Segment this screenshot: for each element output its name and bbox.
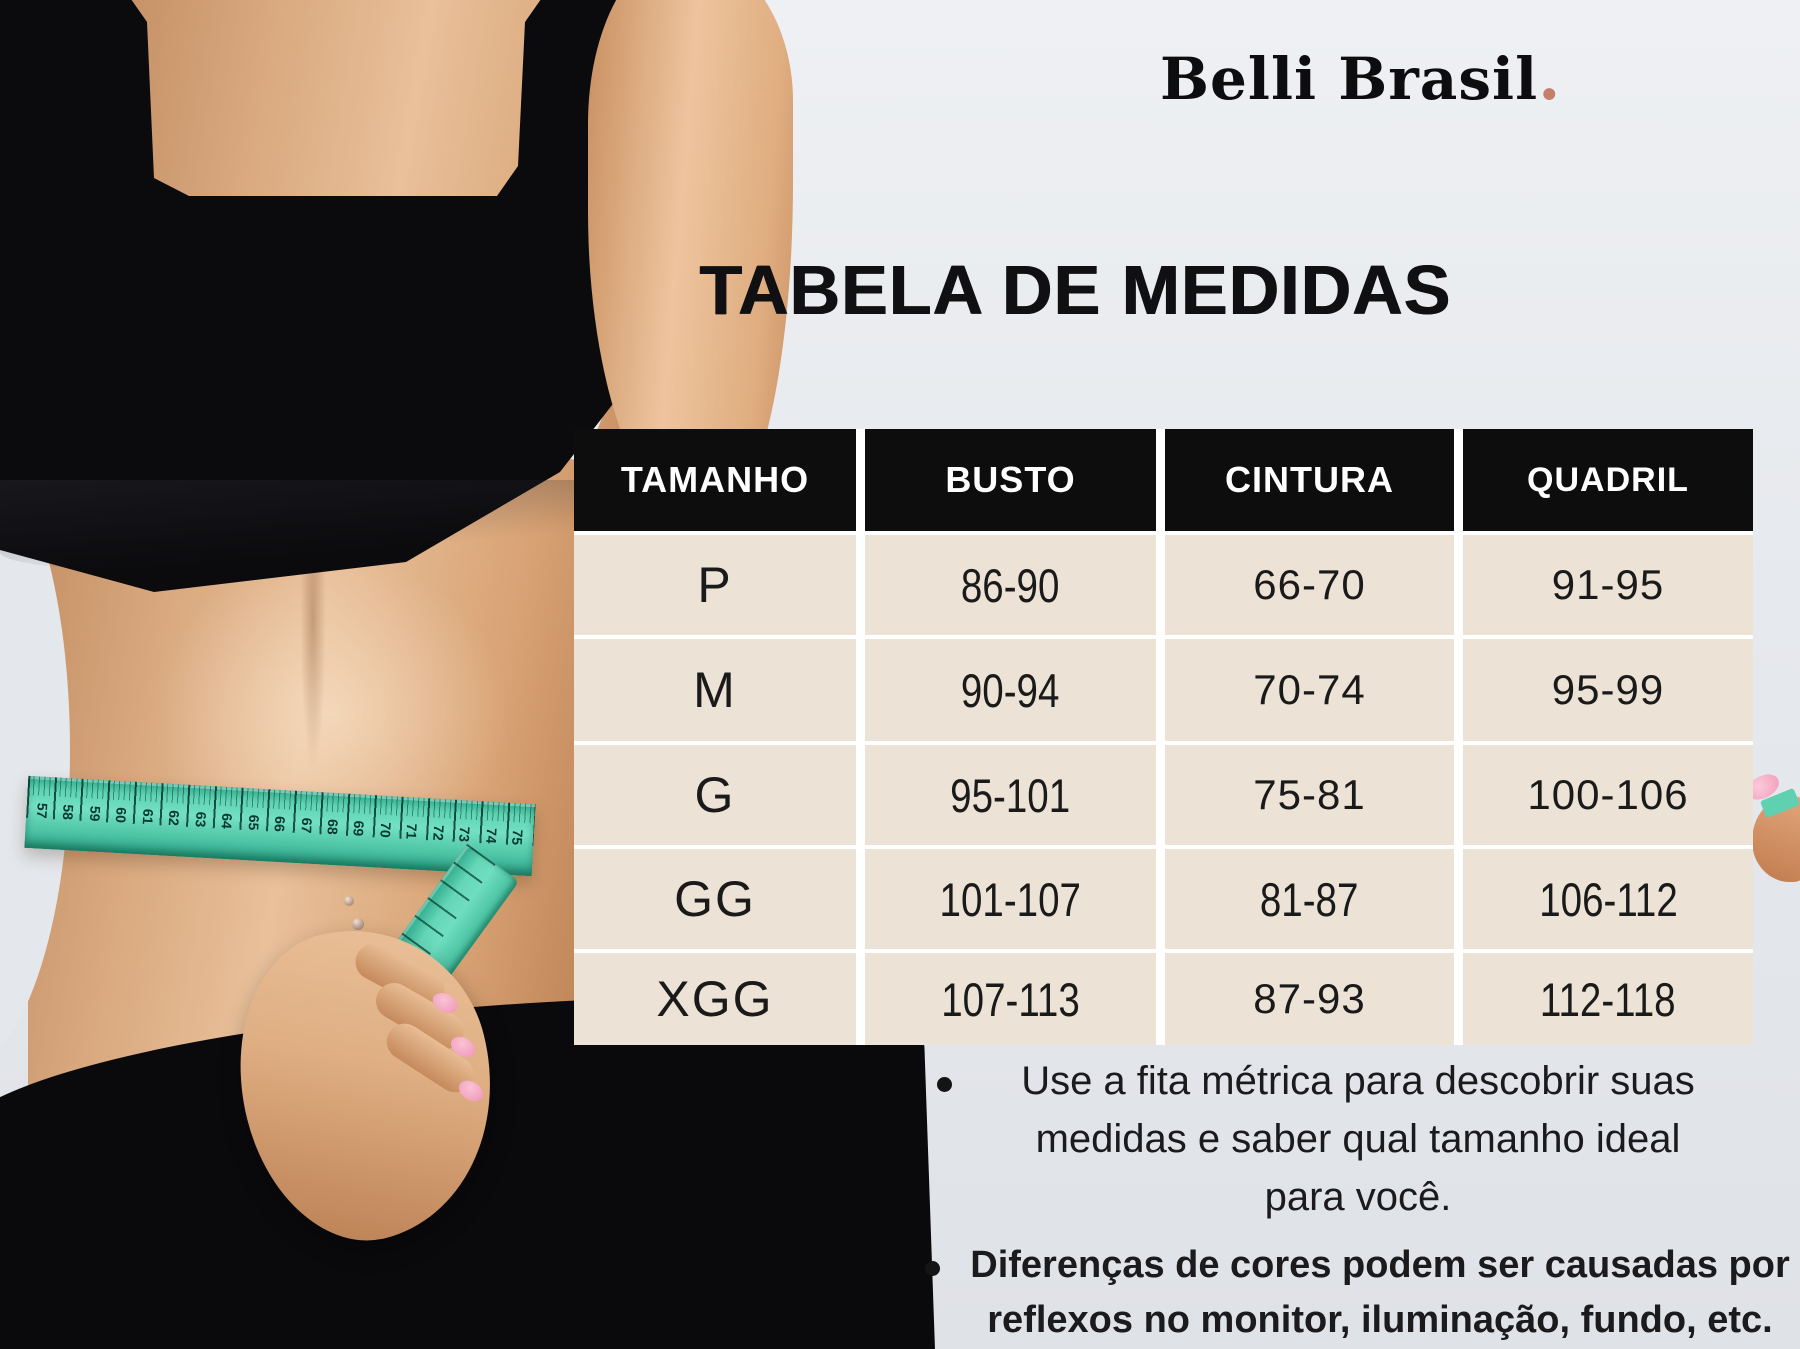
note-line: medidas e saber qual tamanho ideal xyxy=(1035,1117,1681,1161)
cell-busto-g: 95-101 xyxy=(865,745,1156,845)
cell-cintura-g: 75-81 xyxy=(1165,745,1454,845)
tape-number: 72 xyxy=(430,824,447,842)
bullet-icon xyxy=(937,1077,952,1092)
cell-tamanho-g: G xyxy=(574,745,856,845)
note-line: Diferenças de cores podem ser causadas p… xyxy=(970,1244,1790,1286)
tape-number: 70 xyxy=(377,821,395,839)
cell-quadril-m: 95-99 xyxy=(1463,639,1753,741)
cell-busto-p: 86-90 xyxy=(865,535,1156,635)
brand-logo-text: Belli Brasil xyxy=(1160,45,1539,113)
sports-top-hem xyxy=(0,480,640,570)
table-header-tamanho: TAMANHO xyxy=(574,429,856,531)
cell-busto-m: 90-94 xyxy=(865,639,1156,741)
note-line: Use a fita métrica para descobrir suas xyxy=(1021,1059,1695,1103)
tape-number: 74 xyxy=(482,827,500,845)
cell-quadril-g: 100-106 xyxy=(1463,745,1753,845)
tape-number: 64 xyxy=(218,812,236,830)
tape-numbers: 57 58 59 60 61 62 63 64 65 66 67 68 69 70 71 72 73 74 75 xyxy=(26,802,534,846)
tape-number: 71 xyxy=(403,823,421,840)
tape-number: 75 xyxy=(509,829,527,846)
tape-number: 67 xyxy=(297,817,315,834)
cell-cintura-m: 70-74 xyxy=(1165,639,1454,741)
tape-number: 60 xyxy=(113,806,130,824)
cell-tamanho-gg: GG xyxy=(574,849,856,949)
cell-busto-gg: 101-107 xyxy=(865,849,1156,949)
cell-cintura-gg: 81-87 xyxy=(1165,849,1454,949)
table-header-quadril: QUADRIL xyxy=(1463,429,1753,531)
cell-quadril-p: 91-95 xyxy=(1463,535,1753,635)
page-title: TABELA DE MEDIDAS xyxy=(699,251,1451,329)
cell-tamanho-xgg: XGG xyxy=(574,953,856,1045)
tape-number: 57 xyxy=(33,802,51,819)
tape-number: 58 xyxy=(60,803,78,821)
tape-number: 66 xyxy=(271,815,289,833)
piercing-ball xyxy=(352,918,364,930)
bullet-icon xyxy=(925,1261,940,1276)
cell-cintura-xgg: 87-93 xyxy=(1165,953,1454,1045)
table-header-cintura: CINTURA xyxy=(1165,429,1454,531)
tape-number: 63 xyxy=(192,811,210,828)
model-photo: 57 58 59 60 61 62 63 64 65 66 67 68 69 70 71 72 73 74 75 xyxy=(0,0,960,1349)
note-color-disclaimer: Diferenças de cores podem ser causadas p… xyxy=(962,1238,1798,1348)
table-header-busto: BUSTO xyxy=(865,429,1156,531)
fingertip-right-edge xyxy=(1742,768,1800,886)
tape-number: 65 xyxy=(245,814,262,831)
size-table: TAMANHO BUSTO CINTURA QUADRIL P 86-90 66… xyxy=(574,429,1753,1045)
tape-number: 61 xyxy=(139,808,157,825)
cell-busto-xgg: 107-113 xyxy=(865,953,1156,1045)
cell-quadril-gg: 106-112 xyxy=(1463,849,1753,949)
tape-number: 62 xyxy=(165,809,183,827)
cell-tamanho-p: P xyxy=(574,535,856,635)
cell-tamanho-m: M xyxy=(574,639,856,741)
tape-number: 59 xyxy=(86,805,104,822)
cell-cintura-p: 66-70 xyxy=(1165,535,1454,635)
tape-number: 69 xyxy=(350,820,368,837)
brand-logo-dot: . xyxy=(1538,40,1562,115)
note-line: reflexos no monitor, iluminação, fundo, … xyxy=(987,1299,1773,1341)
note-measure-tip: Use a fita métrica para descobrir suas m… xyxy=(980,1052,1736,1226)
tape-number: 68 xyxy=(324,818,342,836)
note-line: para você. xyxy=(1264,1175,1452,1219)
tape-number: 73 xyxy=(456,826,474,843)
piercing-ball xyxy=(344,896,354,906)
cell-quadril-xgg: 112-118 xyxy=(1463,953,1753,1045)
brand-logo: Belli Brasil. xyxy=(1160,40,1560,115)
